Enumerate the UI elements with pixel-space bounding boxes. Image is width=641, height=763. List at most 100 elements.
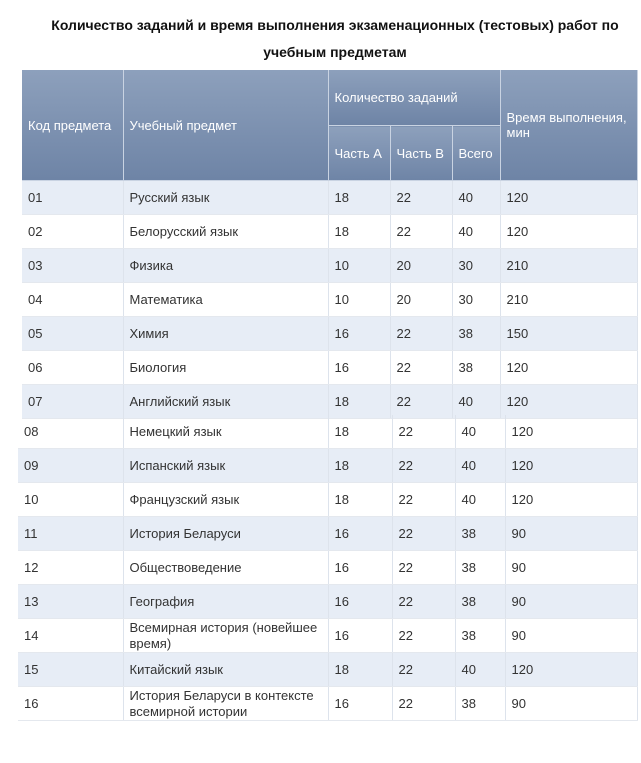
table-cell: 40 — [452, 180, 501, 215]
table-cell: 22 — [392, 652, 456, 687]
table-cell: 120 — [505, 415, 638, 449]
table-cell: География — [123, 584, 329, 619]
table-cell: 18 — [328, 448, 393, 483]
table-cell: 120 — [500, 180, 638, 215]
table-cell: 210 — [500, 282, 638, 317]
table-row: 03 Физика 10 20 30 210 — [22, 248, 638, 283]
table-cell: 40 — [452, 384, 501, 419]
table-cell: 120 — [500, 384, 638, 419]
table-cell: 22 — [390, 180, 453, 215]
table-cell: Белорусский язык — [123, 214, 329, 249]
table-cell: 18 — [328, 384, 391, 419]
table-cell: 20 — [390, 248, 453, 283]
header-cell: Часть А — [328, 125, 391, 181]
header-cell: Время выполнения, мин — [500, 70, 638, 181]
table-cell: 14 — [18, 618, 124, 653]
table-row: 01 Русский язык 18 22 40 120 — [22, 180, 638, 215]
table-cell: История Беларуси — [123, 516, 329, 551]
exam-table-continued: 08 Немецкий язык 18 22 40 120 09 Испанский язык… — [18, 415, 638, 721]
table-cell: Китайский язык — [123, 652, 329, 687]
table-cell: Физика — [123, 248, 329, 283]
table-cell: Русский язык — [123, 180, 329, 215]
table-cell: 10 — [328, 282, 391, 317]
table-cell: 18 — [328, 415, 393, 449]
table-cell: 09 — [18, 448, 124, 483]
table-row: 14 Всемирная история (новейшее время) 16 22… — [18, 618, 638, 653]
table-cell: 30 — [452, 248, 501, 283]
table-cell: 10 — [18, 482, 124, 517]
table-cell: 120 — [500, 214, 638, 249]
table-cell: 40 — [452, 214, 501, 249]
table-cell: Биология — [123, 350, 329, 385]
table-cell: Математика — [123, 282, 329, 317]
table-cell: 150 — [500, 316, 638, 351]
table-cell: 38 — [455, 686, 506, 721]
table-cell: 01 — [22, 180, 124, 215]
table-cell: 120 — [505, 448, 638, 483]
title: Количество заданий и время выполнения эк… — [51, 17, 619, 60]
table-row: 11 История Беларуси 16 22 38 90 — [18, 516, 638, 551]
table-cell: 90 — [505, 550, 638, 585]
table-cell: 13 — [18, 584, 124, 619]
table-cell: 40 — [455, 448, 506, 483]
table-cell: 22 — [392, 686, 456, 721]
exam-table: Код предмета Учебный предмет Количество … — [22, 70, 638, 419]
table-cell: 16 — [328, 516, 393, 551]
table-cell: 38 — [452, 316, 501, 351]
table-cell: 06 — [22, 350, 124, 385]
table-cell: 120 — [505, 652, 638, 687]
table-row: 13 География 16 22 38 90 — [18, 584, 638, 619]
table-cell: Французский язык — [123, 482, 329, 517]
table-cell: Всемирная история (новейшее время) — [123, 618, 329, 653]
table-row: 09 Испанский язык 18 22 40 120 — [18, 448, 638, 483]
table-cell: 22 — [390, 384, 453, 419]
header-cell: Код предмета — [22, 70, 124, 181]
table-row: 12 Обществоведение 16 22 38 90 — [18, 550, 638, 585]
table-cell: 38 — [455, 550, 506, 585]
header-cell: Количество заданий — [328, 70, 501, 126]
table-cell: 38 — [455, 584, 506, 619]
table-cell: 03 — [22, 248, 124, 283]
table-cell: 16 — [328, 618, 393, 653]
table-cell: 90 — [505, 686, 638, 721]
table-cell: 22 — [392, 482, 456, 517]
table-cell: 18 — [328, 652, 393, 687]
table-cell: 38 — [455, 516, 506, 551]
table-cell: 22 — [392, 550, 456, 585]
header-cell: Учебный предмет — [123, 70, 329, 181]
table-row: 04 Математика 10 20 30 210 — [22, 282, 638, 317]
table-row: 05 Химия 16 22 38 150 — [22, 316, 638, 351]
table-cell: 16 — [328, 686, 393, 721]
table-cell: 22 — [392, 584, 456, 619]
table-cell: Химия — [123, 316, 329, 351]
table-cell: 90 — [505, 618, 638, 653]
table-row: 06 Биология 16 22 38 120 — [22, 350, 638, 385]
table-cell: 04 — [22, 282, 124, 317]
table-cell: 90 — [505, 584, 638, 619]
table-cell: 15 — [18, 652, 124, 687]
table-cell: Немецкий язык — [123, 415, 329, 449]
table-cell: 22 — [392, 516, 456, 551]
table-cell: 12 — [18, 550, 124, 585]
table-cell: 16 — [328, 550, 393, 585]
table-cell: 11 — [18, 516, 124, 551]
table-row: 08 Немецкий язык 18 22 40 120 — [18, 415, 638, 449]
table-cell: 30 — [452, 282, 501, 317]
table-cell: Английский язык — [123, 384, 329, 419]
table-cell: 18 — [328, 214, 391, 249]
table-cell: История Беларуси в контексте всемирной и… — [123, 686, 329, 721]
table-row: 10 Французский язык 18 22 40 120 — [18, 482, 638, 517]
table-cell: Обществоведение — [123, 550, 329, 585]
table-cell: 22 — [390, 350, 453, 385]
table-cell: 210 — [500, 248, 638, 283]
table-cell: 08 — [18, 415, 124, 449]
table-cell: 120 — [505, 482, 638, 517]
table-cell: 18 — [328, 482, 393, 517]
table-cell: 22 — [392, 415, 456, 449]
table-row: 02 Белорусский язык 18 22 40 120 — [22, 214, 638, 249]
header-cell: Всего — [452, 125, 501, 181]
table-cell: 38 — [455, 618, 506, 653]
table-cell: 40 — [455, 652, 506, 687]
table-row: 16 История Беларуси в контексте всемирной… — [18, 686, 638, 721]
